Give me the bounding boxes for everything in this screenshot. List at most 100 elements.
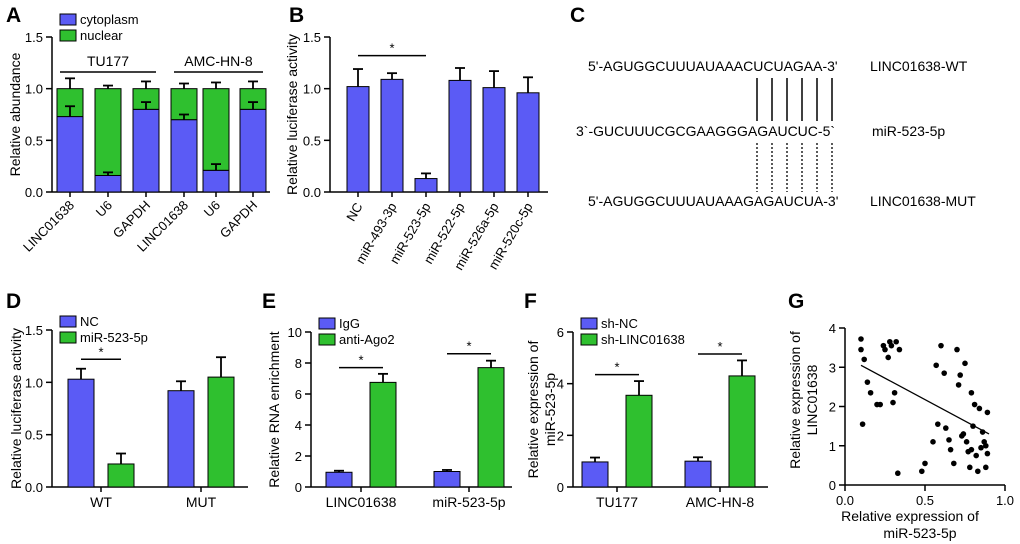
panel-e-y-tick-label: 4 [295, 418, 302, 433]
panel-label-c: C [570, 4, 585, 27]
panel-d-legend-label: miR-523-5p [80, 330, 148, 345]
panel-g-point [951, 460, 957, 467]
panel-a-group-label: TU177 [87, 53, 129, 69]
panel-g-point [877, 401, 883, 408]
panel-f-x-tick-label: TU177 [596, 494, 638, 510]
panel-g-point [890, 399, 896, 406]
panel-g-point [962, 360, 968, 367]
mut-sequence-label: LINC01638-MUT [870, 193, 976, 209]
panel-f-bar-series1 [581, 461, 609, 488]
panel-e-y-axis-label: Relative RNA enrichment [266, 331, 282, 488]
panel-e-bar-series2 [369, 381, 397, 488]
panel-a-x-tick-label: U6 [201, 198, 223, 220]
panel-b-sig-star: * [389, 41, 394, 56]
panel-d-x-tick-label: MUT [186, 494, 217, 510]
base-pair-lines [756, 78, 833, 192]
panel-g-point [979, 429, 986, 435]
panel-e-bar-series2 [477, 367, 505, 488]
panel-f-y-tick-label: 2 [557, 428, 564, 443]
panel-g-point [859, 421, 866, 427]
panel-g-point [946, 437, 952, 443]
panel-a-bar-nuclear [94, 88, 122, 176]
panel-g-point [967, 464, 973, 471]
wt-sequence-label: LINC01638-WT [870, 58, 968, 74]
panel-a-y-tick-label: 1.5 [25, 30, 43, 45]
panel-g-point [888, 342, 895, 349]
panel-g-point [882, 346, 888, 353]
panel-g-x-axis-label: Relative expression of miR-523-5p [841, 508, 979, 541]
panel-f-bar-series1 [684, 460, 712, 488]
panel-g-x-tick-label: 0.0 [836, 493, 854, 508]
panel-g-point [943, 425, 949, 431]
panel-g-point [971, 401, 978, 408]
panel-d-y-tick-label: 1.5 [25, 323, 43, 338]
panel-d-y-tick-label: 1.0 [25, 375, 43, 390]
panel-g-point [933, 362, 939, 369]
panel-g-point [955, 382, 962, 388]
panel-g-point [861, 356, 867, 363]
panel-g-point [935, 421, 941, 427]
panel-g-point [960, 431, 967, 437]
panel-f-y-tick-label: 6 [557, 325, 564, 340]
wt-sequence: 5'-AGUGGCUUUAUAAACUCUAGAA-3' [588, 58, 838, 74]
panel-g-point [896, 346, 903, 353]
panel-e-x-tick-label: miR-523-5p [432, 494, 505, 510]
panel-g-point [864, 379, 871, 385]
panel-f-legend-swatch [580, 333, 598, 346]
panel-g-x-axis-label-line: miR-523-5p [883, 525, 956, 541]
panel-f-bar-series2 [728, 375, 756, 488]
panel-g-y-axis-label-line: LINC01638 [804, 364, 820, 435]
panel-a-x-tick-label: U6 [93, 198, 115, 220]
panel-d-y-tick-label: 0.5 [25, 428, 43, 443]
panel-a-y-axis-label-line: Relative abundance [7, 52, 23, 176]
panel-d-bar-series2 [107, 463, 135, 488]
panel-g-y-axis-label-line: Relative expression of [787, 331, 803, 469]
panel-d-bar-series2 [207, 376, 235, 488]
panel-a-y-tick-label: 0.0 [25, 185, 43, 200]
panel-g-trend-line [860, 364, 990, 435]
panel-g-point [895, 470, 901, 477]
panel-g-point [941, 370, 947, 376]
panel-f-bar-series2 [625, 394, 653, 488]
panel-label-a: A [6, 4, 21, 27]
panel-a-group-label: AMC-HN-8 [184, 53, 253, 69]
panel-e-chart: 0 2 4 6 8 10 Relative RNA enrichment LINC01638 m… [266, 316, 512, 510]
panel-e-y-tick-label: 10 [288, 325, 302, 340]
panel-e-bar-series1 [433, 471, 461, 488]
panel-g-point [858, 346, 864, 353]
panel-g-point [891, 389, 898, 396]
panel-g-point [978, 444, 984, 451]
panel-label-g: G [788, 290, 804, 313]
panel-b-y-tick-label: 0.5 [303, 133, 321, 148]
panel-e-sig-star: * [466, 339, 471, 354]
panel-g-point [930, 439, 936, 445]
panel-b-x-tick-label: NC [343, 200, 365, 224]
panel-a-bar-cytoplasm [202, 169, 230, 193]
panel-g-y-tick-label: 1 [829, 439, 836, 454]
panel-d-sig-star: * [98, 344, 103, 359]
panel-f-y-axis-label-line: Relative expression of [525, 341, 541, 479]
panel-g-point [893, 338, 899, 345]
panel-e-sig-star: * [358, 353, 363, 368]
panel-a-x-tick-label: GAPDH [217, 198, 260, 241]
panel-g-point [957, 372, 963, 378]
panel-g-y-axis-label: Relative expression ofLINC01638 [787, 331, 820, 469]
panel-d-bar-series1 [67, 378, 95, 488]
panel-g-x-tick-label: 0.5 [916, 493, 934, 508]
panel-a-bar-cytoplasm [239, 108, 267, 193]
panel-a-bar-nuclear [202, 88, 230, 171]
panel-e-y-tick-label: 2 [295, 449, 302, 464]
panel-b-bar [448, 79, 472, 193]
panel-e-x-tick-label: LINC01638 [326, 494, 397, 510]
panel-g-point [983, 464, 989, 471]
mir-sequence: 3`-GUCUUUCGCGAAGGGAGAUCUC-5` [576, 123, 835, 139]
panel-g-point [973, 452, 979, 459]
panel-b-y-tick-label: 1.0 [303, 82, 321, 97]
panel-a-legend-swatch [59, 13, 77, 26]
panel-g-point [968, 446, 975, 453]
panel-g-x-tick-label: 1.0 [996, 493, 1014, 508]
panel-a-bar-cytoplasm [132, 108, 160, 193]
